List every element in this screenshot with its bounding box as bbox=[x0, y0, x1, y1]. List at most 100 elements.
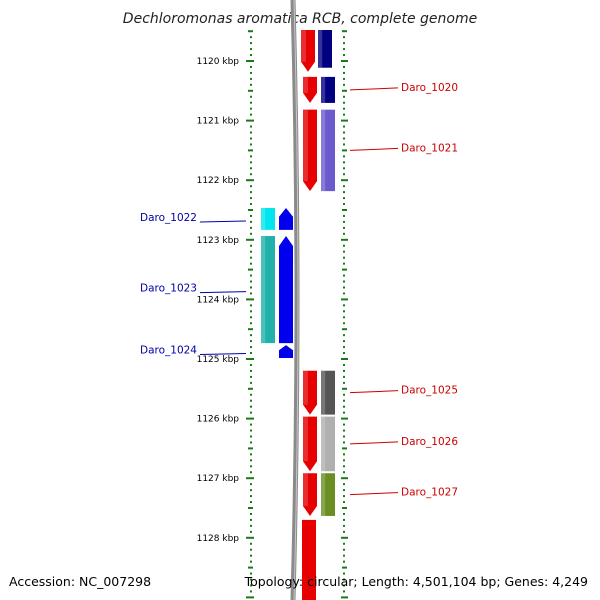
minor-tick bbox=[250, 554, 252, 557]
major-tick bbox=[341, 119, 348, 122]
gene-cog bbox=[261, 236, 275, 344]
left-tick-ring: 1120 kbp 1121 kbp 1122 kbp 1123 kbp 1124 kbp… bbox=[197, 30, 254, 599]
major-tick bbox=[341, 536, 348, 539]
half-tick bbox=[248, 268, 253, 271]
minor-tick bbox=[343, 578, 345, 581]
minor-tick bbox=[343, 54, 345, 57]
major-tick bbox=[341, 238, 348, 241]
minor-tick bbox=[343, 203, 345, 206]
partial-gene-cds bbox=[302, 519, 316, 600]
minor-tick bbox=[250, 381, 252, 384]
minor-tick bbox=[343, 316, 345, 319]
minor-tick bbox=[343, 274, 345, 277]
minor-tick bbox=[343, 554, 345, 557]
minor-tick bbox=[343, 185, 345, 188]
minor-tick bbox=[250, 495, 252, 498]
minor-tick bbox=[250, 346, 252, 349]
minor-tick bbox=[343, 572, 345, 575]
major-tick bbox=[341, 60, 348, 62]
minor-tick bbox=[250, 232, 252, 235]
kbp-tick-label: 1123 kbp bbox=[197, 236, 240, 246]
minor-tick bbox=[250, 143, 252, 146]
minor-tick bbox=[250, 65, 252, 68]
minor-tick bbox=[343, 42, 345, 45]
gene-label-leader bbox=[349, 87, 399, 91]
kbp-tick-label: 1127 kbp bbox=[197, 474, 240, 484]
major-tick bbox=[341, 417, 348, 420]
minor-tick bbox=[343, 548, 345, 551]
half-tick bbox=[248, 30, 253, 33]
kbp-tick-label: 1128 kbp bbox=[197, 534, 240, 544]
gene-labels: Daro_1020 Daro_1021 Daro_1022 Daro_1023 Daro… bbox=[140, 82, 458, 499]
minor-tick bbox=[250, 107, 252, 110]
minor-tick bbox=[343, 465, 345, 468]
minor-tick bbox=[250, 214, 252, 217]
minor-tick bbox=[250, 435, 252, 438]
minor-tick bbox=[343, 131, 345, 134]
major-tick bbox=[246, 596, 254, 599]
minor-tick bbox=[250, 363, 252, 366]
kbp-tick-label: 1122 kbp bbox=[197, 176, 240, 186]
minor-tick bbox=[250, 393, 252, 396]
major-tick bbox=[246, 477, 254, 480]
minor-tick bbox=[343, 280, 345, 283]
half-tick bbox=[248, 507, 253, 509]
gene-cds bbox=[279, 236, 293, 344]
minor-tick bbox=[250, 155, 252, 158]
minor-tick bbox=[343, 530, 345, 533]
major-tick bbox=[246, 119, 254, 122]
half-tick bbox=[248, 566, 253, 569]
minor-tick bbox=[250, 226, 252, 229]
gene-label-leader bbox=[199, 291, 247, 294]
minor-tick bbox=[250, 512, 252, 515]
kbp-tick-label: 1120 kbp bbox=[197, 57, 240, 67]
minor-tick bbox=[250, 590, 252, 593]
gene-cog-shade bbox=[321, 109, 326, 192]
half-tick bbox=[342, 328, 347, 331]
minor-tick bbox=[250, 36, 252, 39]
minor-tick bbox=[343, 340, 345, 343]
minor-tick bbox=[343, 191, 345, 194]
minor-tick bbox=[343, 363, 345, 366]
minor-tick bbox=[343, 542, 345, 545]
minor-tick bbox=[250, 101, 252, 104]
minor-tick bbox=[250, 197, 252, 200]
minor-tick bbox=[250, 286, 252, 289]
minor-tick bbox=[250, 191, 252, 194]
minor-tick bbox=[250, 95, 252, 98]
minor-tick bbox=[250, 54, 252, 57]
minor-tick bbox=[343, 453, 345, 456]
minor-tick bbox=[343, 197, 345, 200]
minor-tick bbox=[250, 280, 252, 283]
minor-tick bbox=[343, 220, 345, 223]
gene-cog-shade bbox=[261, 236, 266, 344]
minor-tick bbox=[250, 453, 252, 456]
minor-tick bbox=[343, 495, 345, 498]
gene-cog-shade bbox=[321, 473, 326, 516]
minor-tick bbox=[343, 393, 345, 396]
major-tick bbox=[341, 179, 348, 182]
minor-tick bbox=[343, 310, 345, 313]
gene-label: Daro_1026 bbox=[401, 436, 458, 448]
genome-backbone bbox=[290, 0, 300, 600]
gene-cds bbox=[303, 473, 317, 516]
gene-label-leader bbox=[349, 147, 399, 151]
major-tick bbox=[246, 417, 254, 420]
gene-cds-shade bbox=[303, 473, 308, 506]
minor-tick bbox=[250, 203, 252, 206]
major-tick bbox=[341, 298, 348, 301]
gene-cds-shade bbox=[303, 109, 308, 182]
minor-tick bbox=[343, 584, 345, 587]
minor-tick bbox=[343, 375, 345, 378]
gene-cds bbox=[279, 208, 293, 230]
gene-cds-shade bbox=[303, 76, 308, 93]
minor-tick bbox=[250, 310, 252, 313]
minor-tick bbox=[250, 113, 252, 116]
major-tick bbox=[246, 536, 254, 539]
partial-gene-cds bbox=[301, 30, 315, 72]
minor-tick bbox=[343, 435, 345, 438]
gene-label: Daro_1021 bbox=[401, 142, 458, 154]
minor-tick bbox=[343, 483, 345, 486]
minor-tick bbox=[343, 286, 345, 289]
